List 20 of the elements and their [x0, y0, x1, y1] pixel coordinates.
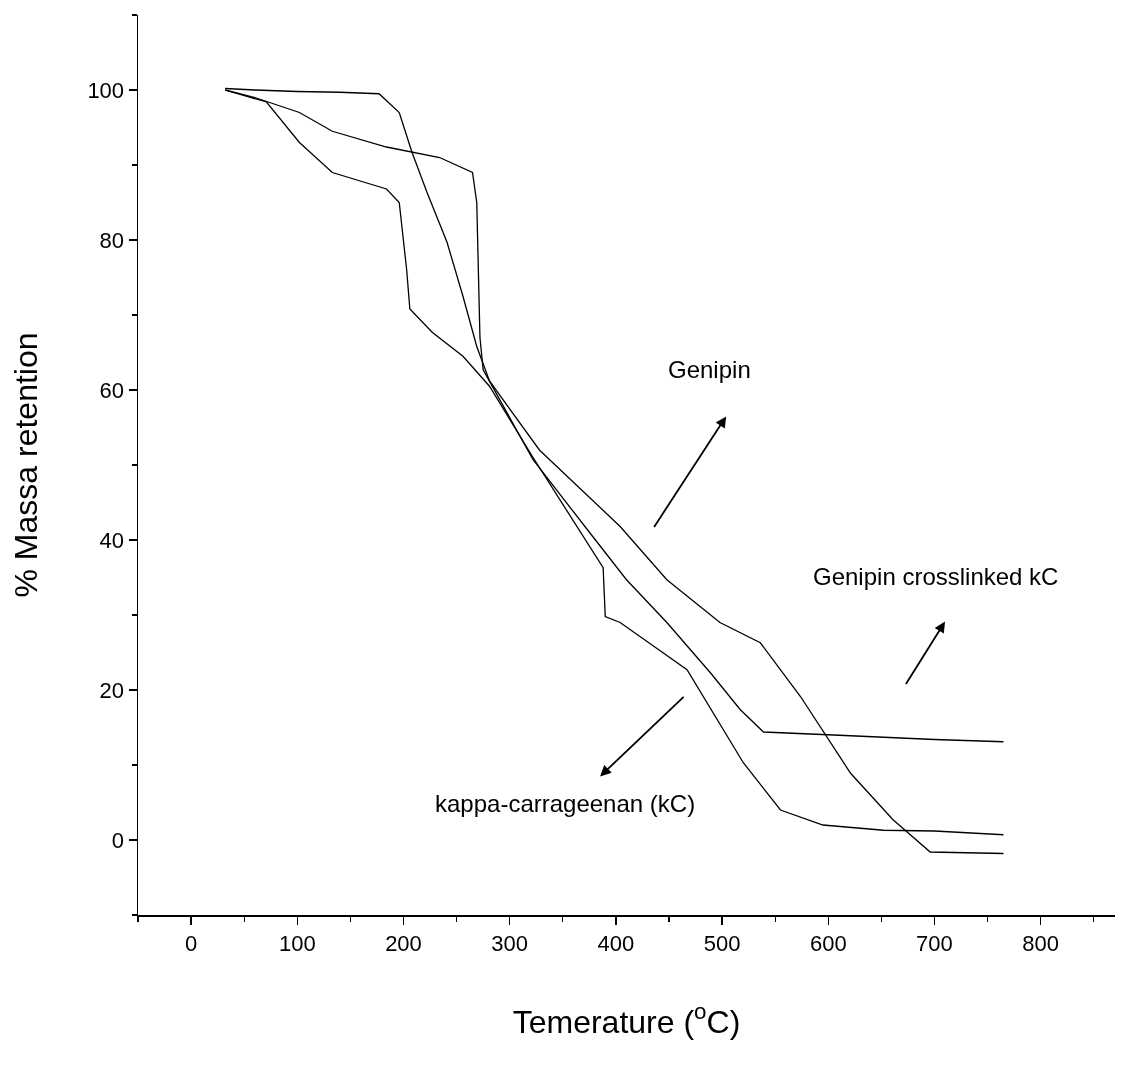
y-tick-label: 60: [99, 377, 125, 403]
y-tick-label: 0: [111, 827, 125, 853]
x-tick-label: 200: [385, 930, 422, 956]
annotation: kappa-carrageenan (kC): [435, 790, 696, 817]
y-tick-label: 40: [99, 527, 125, 553]
x-tick-label: 600: [809, 930, 847, 956]
x-tick-label: 400: [597, 930, 635, 956]
y-tick-label: 80: [99, 227, 125, 253]
x-tick-label: 500: [703, 930, 741, 956]
x-tick-label: 700: [916, 930, 953, 956]
x-axis-title: Temerature ($^{o}$C): [512, 999, 741, 1040]
y-axis-title: % Massa retention: [7, 332, 44, 598]
x-tick-label: 100: [278, 930, 316, 956]
x-tick-label: 300: [491, 930, 529, 956]
annotation: Genipin: [668, 356, 751, 383]
x-tick-label: 800: [1022, 930, 1060, 956]
y-tick-label: 20: [99, 677, 125, 703]
annotation: Genipin crosslinked kC: [813, 563, 1059, 590]
y-tick-label: 100: [87, 77, 125, 103]
x-tick-label: 0: [184, 930, 198, 956]
